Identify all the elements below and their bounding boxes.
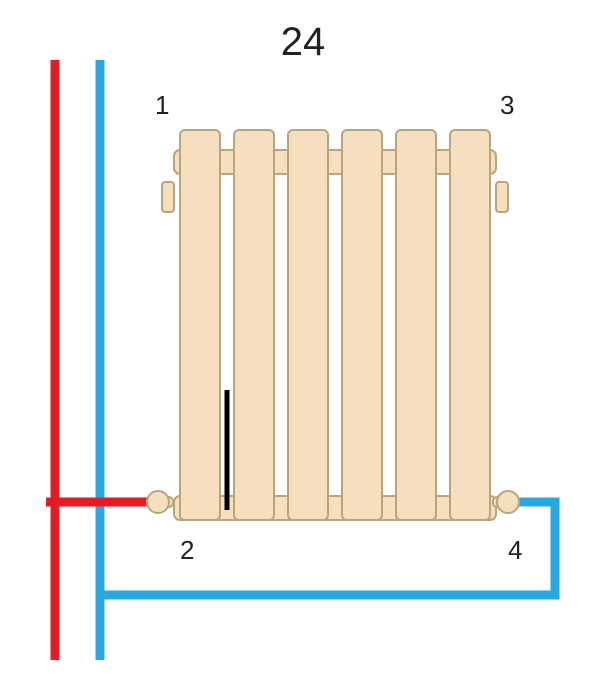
label-3: 3 (500, 90, 514, 121)
radiator (162, 130, 508, 520)
valve-left (147, 491, 173, 513)
label-2: 2 (180, 535, 194, 566)
label-1: 1 (155, 90, 169, 121)
label-4: 4 (508, 535, 522, 566)
radiator-diagram (0, 0, 606, 678)
